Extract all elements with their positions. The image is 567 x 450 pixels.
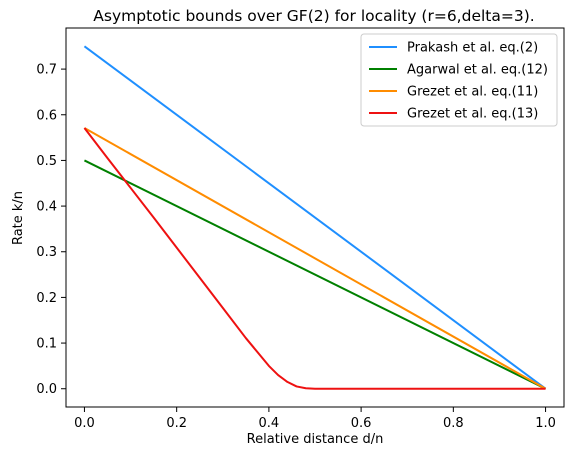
- x-axis-label: Relative distance d/n: [247, 432, 384, 447]
- x-tick-label: 0.8: [443, 416, 464, 431]
- x-tick-label: 0.2: [166, 416, 187, 431]
- y-tick-label: 0.6: [36, 108, 57, 123]
- legend: Prakash et al. eq.(2) Agarwal et al. eq.(…: [360, 33, 558, 127]
- y-tick-label: 0.0: [36, 382, 57, 397]
- series-line-3: [83, 127, 547, 390]
- x-tick-label: 0.6: [351, 416, 372, 431]
- y-tick-label: 0.7: [36, 63, 57, 78]
- x-tick-label: 1.0: [535, 416, 556, 431]
- legend-label: Grezet et al. eq.(13): [407, 107, 538, 122]
- plot-frame: [65, 27, 565, 408]
- series-line-2: [83, 159, 547, 390]
- chart-title: Asymptotic bounds over GF(2) for localit…: [93, 7, 534, 25]
- series-line-4: [83, 127, 546, 390]
- y-tick-label: 0.4: [36, 200, 57, 215]
- y-axis-ticks: 0.0 0.1 0.2 0.3 0.4 0.5 0.6 0.7: [36, 63, 66, 397]
- legend-label: Grezet et al. eq.(11): [407, 85, 538, 100]
- x-axis-ticks: 0.0 0.2 0.4 0.6 0.8 1.0: [74, 407, 556, 431]
- series-line-1: [83, 45, 547, 390]
- legend-box: [360, 33, 558, 127]
- x-tick-label: 0.0: [74, 416, 95, 431]
- x-tick-label: 0.4: [259, 416, 280, 431]
- y-tick-label: 0.2: [36, 291, 57, 306]
- y-axis-label: Rate k/n: [11, 191, 26, 245]
- plot-lines: [83, 45, 547, 390]
- legend-label: Agarwal et al. eq.(12): [407, 63, 548, 78]
- y-tick-label: 0.5: [36, 154, 57, 169]
- legend-label: Prakash et al. eq.(2): [407, 41, 538, 56]
- y-tick-label: 0.1: [36, 337, 57, 352]
- y-tick-label: 0.3: [36, 245, 57, 260]
